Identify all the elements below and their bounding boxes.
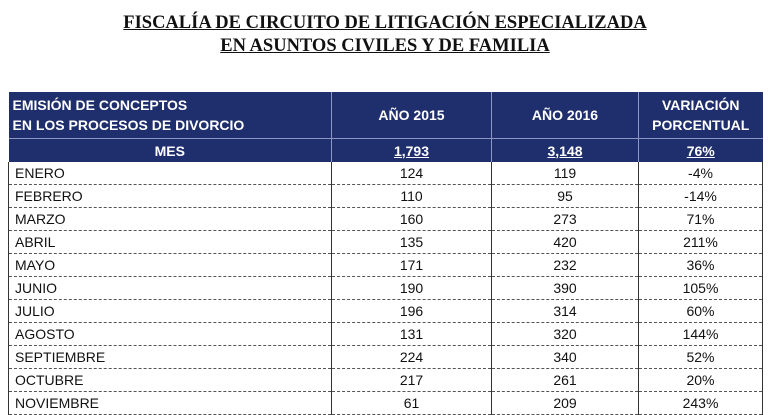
month-cell: MARZO: [8, 207, 332, 231]
table-header-row: EMISIÓN DE CONCEPTOS EN LOS PROCESOS DE …: [8, 92, 763, 139]
variation-cell: 36%: [638, 253, 763, 277]
divorce-concepts-table: EMISIÓN DE CONCEPTOS EN LOS PROCESOS DE …: [8, 92, 763, 415]
value-2015-cell: 110: [331, 184, 492, 208]
value-2015-cell: 217: [331, 368, 492, 392]
month-cell: FEBRERO: [8, 184, 332, 208]
total-2016: 3,148: [491, 138, 639, 162]
table-row: NOVIEMBRE 61 209 243%: [8, 391, 763, 415]
variation-cell: 71%: [638, 207, 763, 231]
value-2015-cell: 171: [331, 253, 492, 277]
header-concepts-line-2: EN LOS PROCESOS DE DIVORCIO: [12, 117, 245, 133]
table-row: MARZO 160 273 71%: [8, 207, 763, 231]
totals-label: MES: [8, 138, 332, 162]
month-cell: ENERO: [8, 162, 332, 185]
value-2016-cell: 95: [491, 184, 639, 208]
header-year-2016: AÑO 2016: [491, 92, 639, 139]
header-concepts: EMISIÓN DE CONCEPTOS EN LOS PROCESOS DE …: [8, 92, 332, 139]
table-row: ENERO 124 119 -4%: [8, 162, 763, 185]
variation-cell: 105%: [638, 276, 763, 300]
value-2015-cell: 135: [331, 230, 492, 254]
month-cell: MAYO: [8, 253, 332, 277]
table-row: OCTUBRE 217 261 20%: [8, 368, 763, 392]
value-2015-cell: 160: [331, 207, 492, 231]
header-concepts-line-1: EMISIÓN DE CONCEPTOS: [12, 97, 188, 113]
header-variation: VARIACIÓN PORCENTUAL: [638, 92, 763, 139]
variation-cell: 20%: [638, 368, 763, 392]
total-2015-value: 1,793: [393, 142, 430, 159]
value-2015-cell: 131: [331, 322, 492, 346]
value-2016-cell: 209: [491, 391, 639, 415]
value-2015-cell: 190: [331, 276, 492, 300]
variation-cell: 211%: [638, 230, 763, 254]
table-row: MAYO 171 232 36%: [8, 253, 763, 277]
value-2016-cell: 314: [491, 299, 639, 323]
value-2016-cell: 261: [491, 368, 639, 392]
month-cell: ABRIL: [8, 230, 332, 254]
total-variation-value: 76%: [686, 142, 715, 159]
value-2015-cell: 61: [331, 391, 492, 415]
value-2016-cell: 273: [491, 207, 639, 231]
value-2016-cell: 320: [491, 322, 639, 346]
variation-cell: 52%: [638, 345, 763, 369]
value-2016-cell: 232: [491, 253, 639, 277]
value-2016-cell: 119: [491, 162, 639, 185]
value-2015-cell: 196: [331, 299, 492, 323]
variation-cell: 243%: [638, 391, 763, 415]
value-2016-cell: 340: [491, 345, 639, 369]
value-2015-cell: 224: [331, 345, 492, 369]
month-cell: AGOSTO: [8, 322, 332, 346]
title-line-1: FISCALÍA DE CIRCUITO DE LITIGACIÓN ESPEC…: [123, 13, 647, 33]
total-2015: 1,793: [331, 138, 492, 162]
table-row: ABRIL 135 420 211%: [8, 230, 763, 254]
value-2015-cell: 124: [331, 162, 492, 185]
table-row: FEBRERO 110 95 -14%: [8, 184, 763, 208]
value-2016-cell: 420: [491, 230, 639, 254]
title-line-2: EN ASUNTOS CIVILES Y DE FAMILIA: [220, 36, 550, 56]
variation-cell: -4%: [638, 162, 763, 185]
month-cell: SEPTIEMBRE: [8, 345, 332, 369]
header-variation-line-2: PORCENTUAL: [652, 117, 750, 133]
table-row: AGOSTO 131 320 144%: [8, 322, 763, 346]
header-variation-line-1: VARIACIÓN: [661, 97, 740, 113]
document-title: FISCALÍA DE CIRCUITO DE LITIGACIÓN ESPEC…: [0, 12, 770, 58]
variation-cell: 60%: [638, 299, 763, 323]
month-cell: JUNIO: [8, 276, 332, 300]
table-row: JUNIO 190 390 105%: [8, 276, 763, 300]
table-row: SEPTIEMBRE 224 340 52%: [8, 345, 763, 369]
variation-cell: -14%: [638, 184, 763, 208]
total-2016-value: 3,148: [547, 142, 583, 159]
month-cell: NOVIEMBRE: [8, 391, 332, 415]
month-cell: JULIO: [8, 299, 332, 323]
table-body: ENERO 124 119 -4% FEBRERO 110 95 -14% MARZO 160 27…: [8, 162, 763, 415]
value-2016-cell: 390: [491, 276, 639, 300]
table-row: JULIO 196 314 60%: [8, 299, 763, 323]
header-year-2015: AÑO 2015: [331, 92, 492, 139]
total-variation: 76%: [638, 138, 763, 162]
variation-cell: 144%: [638, 322, 763, 346]
totals-row: MES 1,793 3,148 76%: [8, 138, 763, 162]
month-cell: OCTUBRE: [8, 368, 332, 392]
